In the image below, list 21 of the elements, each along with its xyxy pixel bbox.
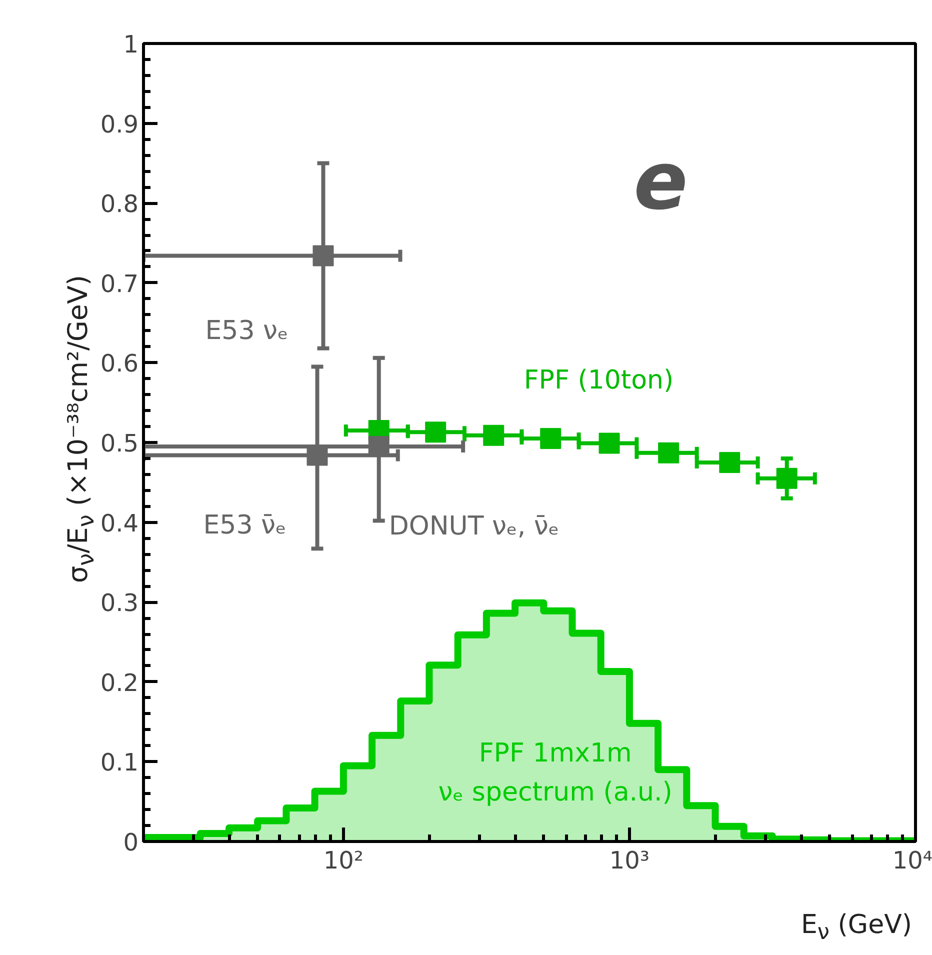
y-tick-label: 0.3 (100, 589, 139, 618)
y-tick-label: 0.8 (100, 190, 139, 218)
x-tick-label: 10³ (609, 846, 650, 874)
y-tick-label: 0.9 (100, 110, 139, 138)
text: DONUT νₑ, ν̄ₑ (388, 511, 560, 542)
y-tick-label: 1 (123, 30, 139, 58)
x-tick-label: 10⁴ (892, 846, 932, 874)
series-label: E53 ν̄ₑ (203, 510, 286, 540)
text: E53 νₑ (205, 316, 288, 346)
x-axis-title: E$_{ν}$ (GeV) (800, 909, 912, 948)
y-tick-label: 0.5 (100, 430, 139, 458)
y-tick-label: 0.7 (100, 270, 139, 298)
y-tick-label: 0.1 (100, 748, 139, 777)
y-tick-label: 0.4 (100, 509, 139, 538)
y-tick-label: 0 (123, 828, 139, 856)
y-tick-label: 0.6 (100, 350, 139, 378)
series-label: FPF (10ton) (524, 366, 674, 396)
x-tick-label: 10² (323, 846, 364, 874)
y-tick-label: 0.2 (100, 668, 139, 697)
series-label: FPF 1mx1m νₑ spectrum (a.u.) (438, 738, 672, 808)
annotation: e (634, 134, 688, 228)
